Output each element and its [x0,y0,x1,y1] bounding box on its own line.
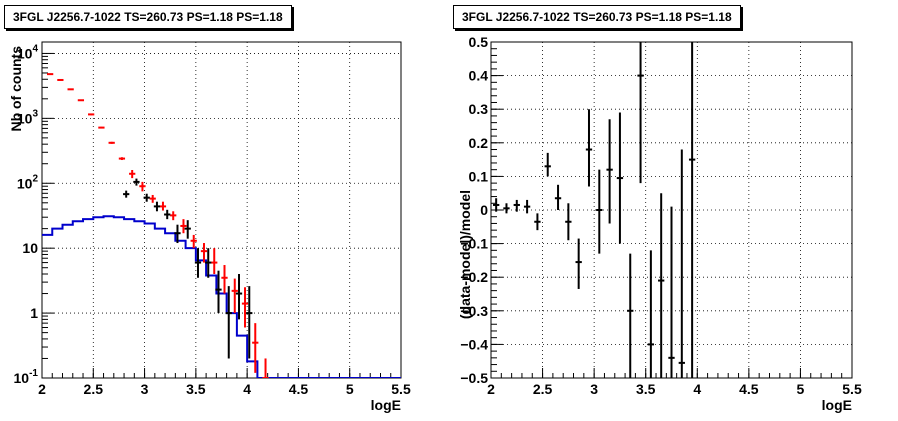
y-axis-label: (data-model)/model [457,190,473,319]
y-tick-label: 0.1 [469,168,489,184]
y-tick-label: 10 [22,240,38,256]
x-axis-label: logE [371,397,401,413]
chart-title-right: 3FGL J2256.7-1022 TS=260.73 PS=1.18 PS=1… [453,5,741,29]
x-tick-label: 4.5 [739,381,759,397]
y-tick-label: 0 [480,202,488,218]
x-tick-label: 4 [693,381,701,397]
y-tick-label: 0.5 [469,34,489,50]
y-tick-label: −0.5 [460,370,488,386]
y-tick-label: −0.1 [460,236,488,252]
y-tick-label: 0.3 [469,101,489,117]
y-tick-label: −0.4 [460,336,488,352]
y-tick-label: 104 [17,43,39,61]
model-step-line [42,215,401,378]
y-tick-label: 1 [30,305,38,321]
x-tick-label: 5 [797,381,805,397]
x-tick-label: 2 [487,381,495,397]
x-tick-label: 2 [38,381,46,397]
y-tick-label: −0.2 [460,269,488,285]
x-tick-label: 2.5 [84,381,104,397]
x-tick-label: 5.5 [842,381,862,397]
x-tick-label: 3.5 [636,381,656,397]
x-axis-label: logE [822,397,852,413]
chart-title-left: 3FGL J2256.7-1022 TS=260.73 PS=1.18 PS=1… [4,5,292,29]
y-tick-label: 103 [17,108,39,126]
x-tick-label: 4.5 [289,381,309,397]
y-tick-label: 0.4 [469,68,489,84]
x-tick-label: 2.5 [533,381,553,397]
y-tick-label: 0.2 [469,135,489,151]
plot-frame-right [490,41,853,379]
plot-frame-left [41,41,402,379]
x-tick-label: 4 [243,381,251,397]
x-tick-label: 5 [346,381,354,397]
x-tick-label: 5.5 [391,381,411,397]
x-tick-label: 3 [590,381,598,397]
y-tick-label: −0.3 [460,303,488,319]
y-tick-label: 10-1 [14,368,39,386]
y-axis-label: Nb of counts [8,46,24,132]
plot-border [41,41,402,379]
x-tick-label: 3 [141,381,149,397]
y-tick-label: 102 [17,173,39,191]
x-tick-label: 3.5 [186,381,206,397]
